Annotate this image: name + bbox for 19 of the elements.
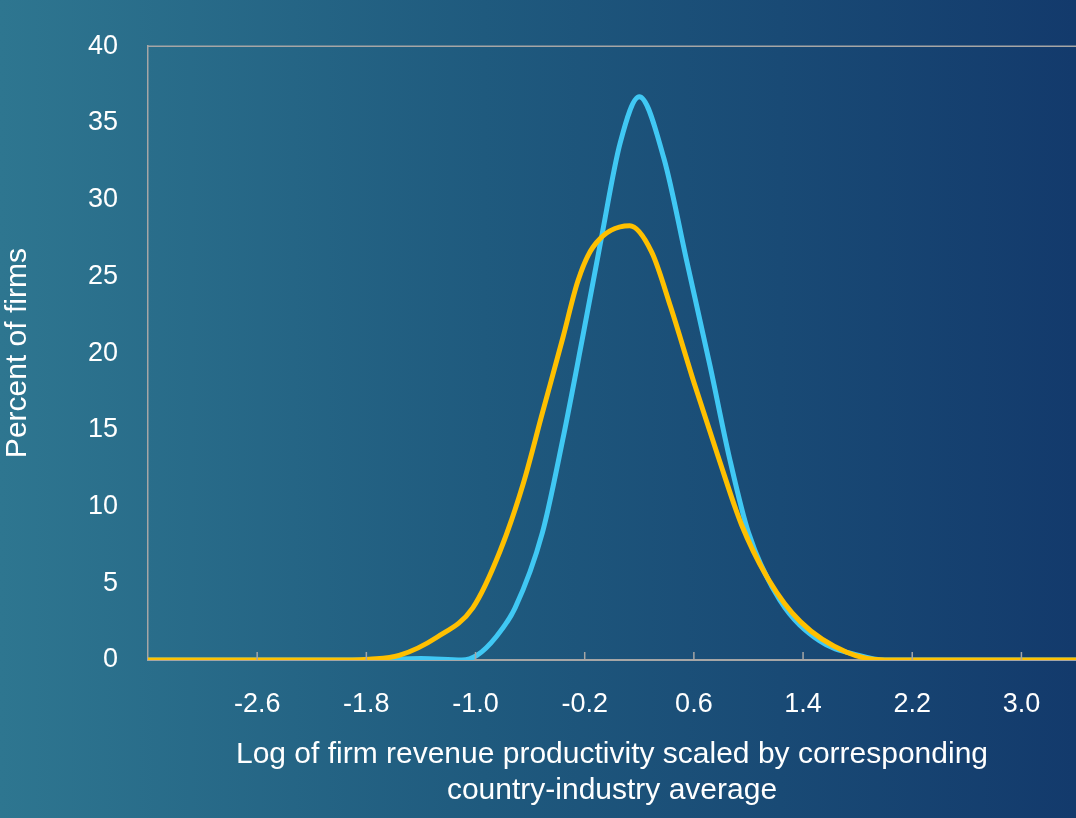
y-tick-label: 20 [87,336,118,367]
x-tick-label: 3.0 [1002,687,1041,718]
y-tick-label: 40 [87,29,118,60]
y-tick-label: 0 [102,643,118,674]
y-tick-label: 25 [87,259,118,290]
x-tick-label: -2.6 [233,687,281,718]
y-axis-title: Percent of firms [0,248,33,459]
y-tick-label: 10 [87,490,118,520]
x-tick-label: -1.0 [452,687,499,718]
y-tick-label: 35 [87,106,118,137]
y-tick-label: 15 [87,413,118,444]
x-tick-label: -0.2 [561,687,608,718]
x-tick-label: -1.8 [343,687,390,718]
x-tick-label: 2.2 [893,687,932,718]
x-axis-title: Log of firm revenue productivity scaled by corresponding country-industry average [234,735,990,807]
y-tick-label: 30 [87,183,118,214]
x-tick-label: 0.6 [675,687,713,718]
x-tick-label: 1.4 [784,687,822,718]
y-tick-label: 5 [102,566,118,597]
